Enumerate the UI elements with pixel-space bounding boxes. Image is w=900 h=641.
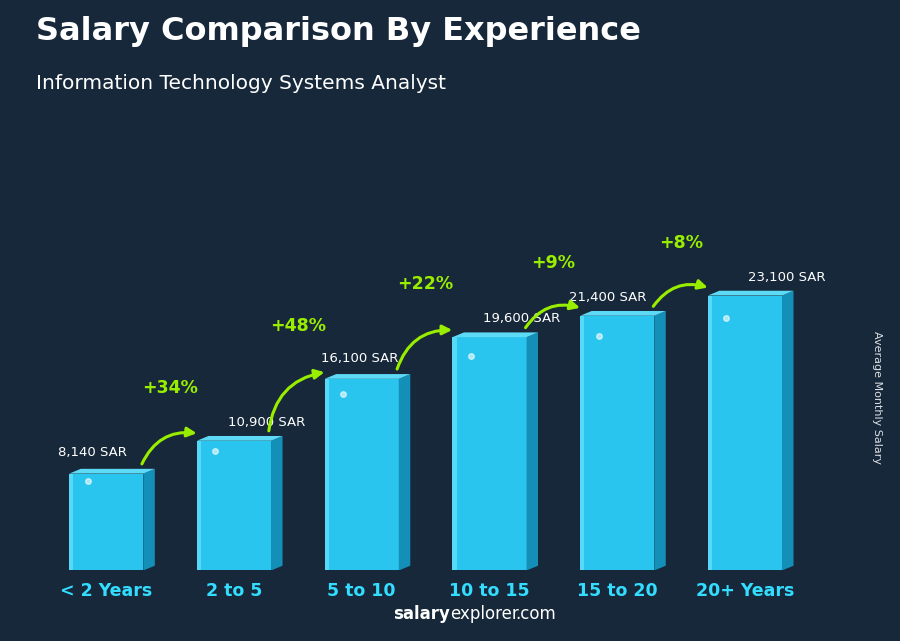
Polygon shape — [325, 374, 410, 379]
Polygon shape — [526, 333, 538, 570]
Text: +22%: +22% — [398, 276, 454, 294]
Text: 21,400 SAR: 21,400 SAR — [569, 291, 646, 304]
Polygon shape — [69, 469, 155, 474]
FancyBboxPatch shape — [69, 474, 143, 570]
Text: Average Monthly Salary: Average Monthly Salary — [872, 331, 883, 464]
Polygon shape — [143, 469, 155, 570]
Bar — [453, 337, 456, 570]
Text: +8%: +8% — [659, 234, 703, 252]
Text: .com: .com — [516, 605, 556, 623]
Text: 10,900 SAR: 10,900 SAR — [228, 416, 305, 429]
Polygon shape — [197, 436, 283, 441]
Polygon shape — [654, 311, 666, 570]
Text: +9%: +9% — [531, 254, 575, 272]
Text: Information Technology Systems Analyst: Information Technology Systems Analyst — [36, 74, 446, 93]
Bar — [69, 474, 73, 570]
FancyBboxPatch shape — [453, 337, 526, 570]
Bar — [197, 441, 201, 570]
Polygon shape — [580, 311, 666, 316]
Text: 8,140 SAR: 8,140 SAR — [58, 446, 127, 460]
Text: explorer: explorer — [450, 605, 518, 623]
Text: 19,600 SAR: 19,600 SAR — [483, 312, 561, 325]
Text: +34%: +34% — [142, 379, 198, 397]
Polygon shape — [708, 291, 794, 296]
Polygon shape — [453, 333, 538, 337]
Text: Salary Comparison By Experience: Salary Comparison By Experience — [36, 16, 641, 47]
FancyBboxPatch shape — [580, 316, 654, 570]
Text: salary: salary — [393, 605, 450, 623]
Bar — [325, 379, 328, 570]
FancyBboxPatch shape — [197, 441, 271, 570]
Text: 16,100 SAR: 16,100 SAR — [321, 351, 398, 365]
Bar — [580, 316, 584, 570]
Text: 23,100 SAR: 23,100 SAR — [748, 271, 825, 283]
Polygon shape — [271, 436, 283, 570]
Text: +48%: +48% — [270, 317, 326, 335]
FancyBboxPatch shape — [708, 296, 782, 570]
Polygon shape — [782, 291, 794, 570]
Bar — [708, 296, 712, 570]
FancyBboxPatch shape — [325, 379, 399, 570]
Polygon shape — [399, 374, 410, 570]
